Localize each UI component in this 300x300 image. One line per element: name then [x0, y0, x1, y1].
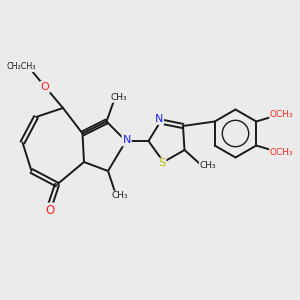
- Text: CH₃: CH₃: [110, 93, 127, 102]
- Text: N: N: [122, 135, 131, 146]
- Text: N: N: [155, 114, 163, 124]
- Text: OCH₃: OCH₃: [270, 148, 294, 157]
- Text: CH₂CH₃: CH₂CH₃: [6, 62, 36, 71]
- Text: S: S: [158, 158, 166, 169]
- Text: CH₃: CH₃: [112, 191, 128, 200]
- Text: CH₃: CH₃: [200, 160, 216, 169]
- Text: O: O: [40, 82, 50, 92]
- Text: O: O: [45, 203, 54, 217]
- Text: OCH₃: OCH₃: [270, 110, 294, 119]
